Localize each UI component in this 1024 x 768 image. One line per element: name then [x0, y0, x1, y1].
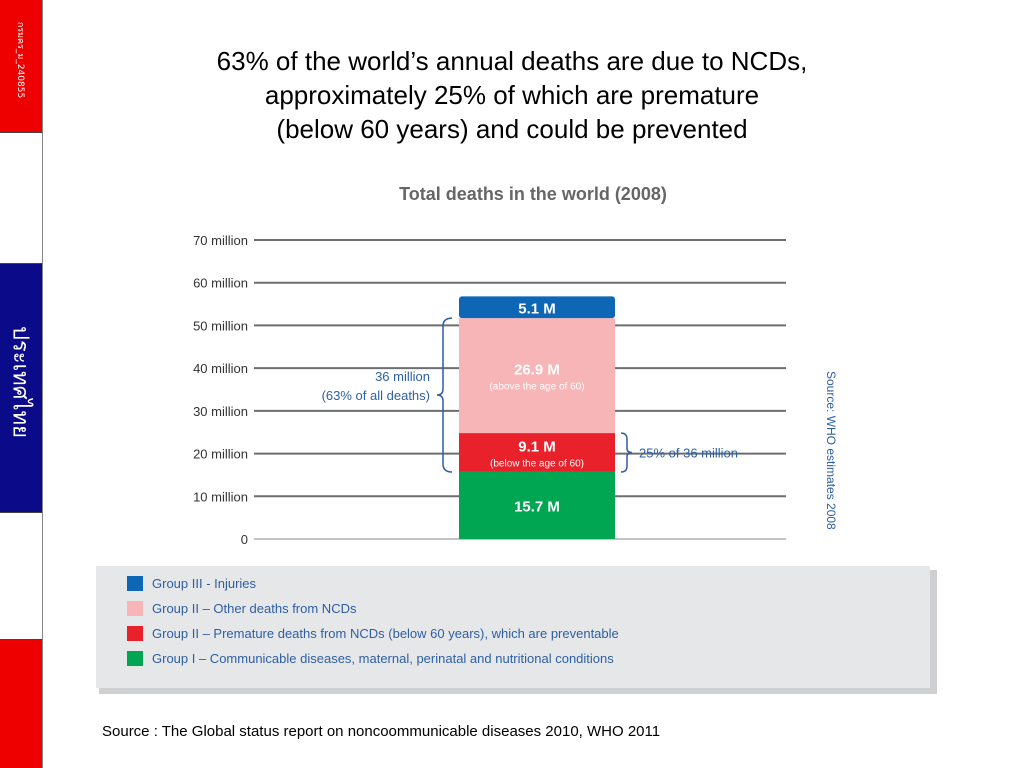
bar-value-label: 9.1 M	[518, 439, 556, 456]
chart-title: Total deaths in the world (2008)	[399, 184, 667, 204]
legend-swatch	[127, 601, 143, 616]
bar-value-label: 5.1 M	[518, 300, 556, 317]
legend-label: Group III - Injuries	[152, 576, 257, 591]
legend-label: Group II – Other deaths from NCDs	[152, 601, 357, 616]
side-source-label: Source: WHO estimates 2008	[824, 371, 838, 530]
bar-sub-label: (above the age of 60)	[489, 382, 584, 393]
legend-label: Group I – Communicable diseases, materna…	[152, 651, 614, 666]
bar-sub-label: (below the age of 60)	[490, 459, 584, 470]
ncd-bracket-sublabel: (63% of all deaths)	[322, 388, 430, 403]
y-tick-label: 60 million	[193, 276, 248, 291]
ncd-bracket-label: 36 million	[375, 369, 430, 384]
y-tick-label: 10 million	[193, 489, 248, 504]
bar-segment	[459, 433, 615, 472]
slide-title: 63% of the world’s annual deaths are due…	[150, 44, 874, 146]
y-tick-label: 40 million	[193, 361, 248, 376]
thai-flag-stripe: กรมคร_ม_240855 ประเทศไทย	[0, 0, 43, 768]
bar-segment	[459, 318, 615, 434]
legend-swatch	[127, 626, 143, 641]
bar-value-label: 26.9 M	[514, 362, 560, 379]
flag-red-band-bottom	[0, 640, 43, 768]
slide-title-line-2: approximately 25% of which are premature	[264, 80, 760, 110]
premature-bracket-label: 25% of 36 million	[639, 446, 738, 461]
flag-white-band-top	[0, 132, 43, 264]
flag-red-band-top	[0, 0, 43, 132]
legend-swatch	[127, 651, 143, 666]
legend-label: Group II – Premature deaths from NCDs (b…	[152, 626, 619, 641]
bar-segment	[459, 471, 615, 539]
y-tick-label: 30 million	[193, 404, 248, 419]
source-note: Source : The Global status report on non…	[102, 723, 661, 740]
ncd-bracket	[436, 317, 453, 473]
slide-title-line-1: 63% of the world’s annual deaths are due…	[216, 46, 808, 76]
slide-title-line-3: (below 60 years) and could be prevented	[276, 114, 748, 144]
y-tick-label: 70 million	[193, 233, 248, 248]
flag-white-band-bottom	[0, 512, 43, 640]
legend-swatch	[127, 576, 143, 591]
y-tick-label: 20 million	[193, 447, 248, 462]
y-tick-label: 50 million	[193, 318, 248, 333]
premature-bracket	[620, 432, 633, 473]
bar-value-label: 15.7 M	[514, 498, 560, 515]
bar-segment	[459, 296, 615, 319]
y-tick-label: 0	[241, 532, 248, 547]
flag-blue-band	[0, 264, 43, 512]
legend-panel	[96, 566, 930, 688]
